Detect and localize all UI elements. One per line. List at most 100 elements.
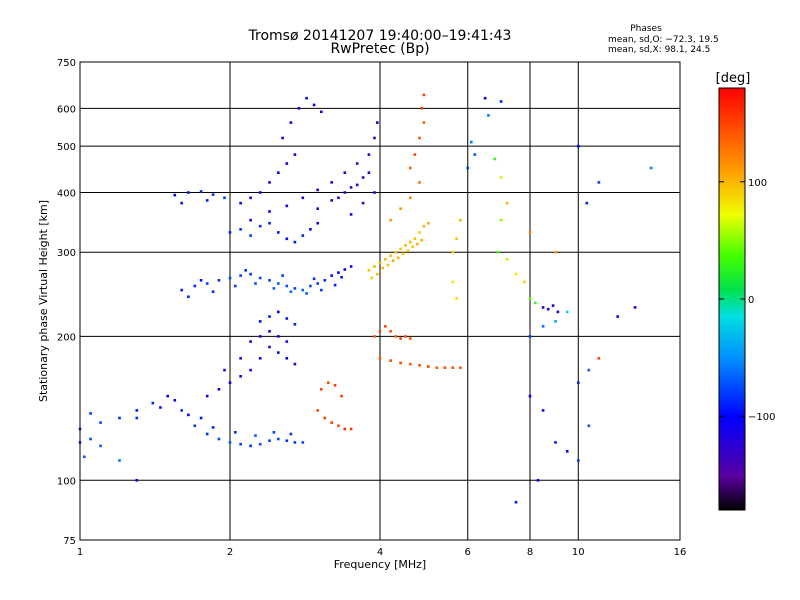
- data-point: [408, 240, 412, 244]
- data-point: [323, 279, 327, 282]
- data-point: [373, 136, 376, 140]
- data-point: [217, 437, 221, 441]
- data-point: [293, 441, 297, 444]
- data-point: [89, 437, 92, 441]
- data-point: [399, 247, 402, 251]
- data-point: [118, 459, 121, 462]
- data-point: [378, 261, 382, 265]
- data-point: [199, 190, 203, 193]
- data-point: [277, 310, 280, 314]
- data-point: [451, 366, 455, 369]
- data-point: [254, 282, 257, 285]
- data-point: [349, 186, 353, 189]
- data-point: [258, 320, 262, 323]
- data-point: [173, 399, 177, 402]
- data-point: [451, 250, 455, 254]
- data-point: [418, 181, 421, 184]
- data-point: [277, 282, 280, 285]
- data-point: [239, 375, 242, 378]
- y-tick-label: 75: [63, 536, 76, 547]
- data-point: [499, 176, 503, 179]
- data-point: [514, 500, 518, 504]
- y-tick-label: 750: [57, 58, 76, 69]
- data-point: [408, 362, 412, 366]
- data-point: [223, 368, 226, 372]
- data-point: [268, 330, 271, 333]
- data-point: [443, 366, 447, 369]
- data-point: [376, 272, 379, 276]
- data-point: [249, 340, 252, 343]
- data-point: [427, 365, 430, 368]
- data-point: [249, 444, 252, 448]
- data-point: [223, 196, 226, 200]
- data-point: [389, 254, 392, 257]
- x-tick-label: 10: [572, 547, 585, 558]
- data-point: [285, 317, 289, 320]
- data-point: [239, 274, 242, 277]
- data-point: [355, 162, 359, 165]
- data-point: [268, 345, 271, 349]
- chart-title: Tromsø 20141207 19:40:00–19:41:43: [248, 28, 512, 44]
- colorbar-tick-label: 100: [748, 178, 767, 189]
- data-point: [258, 276, 262, 280]
- data-point: [239, 357, 242, 360]
- data-point: [367, 171, 371, 174]
- data-point: [281, 274, 284, 277]
- data-point: [293, 287, 297, 290]
- data-point: [312, 103, 316, 107]
- data-point: [399, 337, 402, 340]
- data-point: [285, 237, 289, 241]
- data-point: [258, 224, 262, 228]
- data-point: [293, 362, 297, 366]
- data-point: [455, 237, 458, 241]
- data-point: [316, 282, 319, 285]
- data-point: [330, 199, 333, 202]
- data-point: [285, 357, 289, 360]
- data-point: [528, 297, 532, 300]
- data-point: [408, 337, 412, 340]
- data-point: [205, 282, 209, 285]
- data-point: [301, 441, 305, 444]
- data-point: [281, 136, 284, 140]
- data-point: [320, 110, 323, 114]
- data-point: [649, 166, 653, 170]
- data-point: [289, 432, 293, 436]
- data-point: [217, 279, 221, 282]
- data-point: [487, 114, 490, 117]
- data-point: [422, 121, 426, 124]
- data-point: [554, 320, 557, 323]
- data-point: [159, 406, 162, 409]
- data-point: [118, 416, 121, 420]
- data-point: [422, 224, 426, 228]
- data-point: [389, 359, 392, 362]
- data-point: [420, 238, 423, 242]
- data-point: [316, 207, 319, 210]
- data-point: [394, 250, 397, 254]
- data-point: [268, 221, 271, 225]
- data-point: [217, 388, 221, 391]
- data-point: [565, 450, 569, 453]
- data-point: [361, 201, 365, 205]
- data-point: [316, 221, 319, 225]
- data-point: [389, 218, 392, 222]
- data-point: [249, 218, 252, 222]
- data-point: [401, 252, 405, 255]
- data-point: [451, 280, 455, 284]
- y-tick-label: 400: [57, 188, 76, 199]
- data-point: [370, 276, 373, 280]
- y-tick-label: 200: [57, 332, 76, 343]
- data-point: [330, 181, 333, 184]
- data-point: [496, 250, 500, 254]
- x-tick-label: 2: [227, 547, 233, 558]
- data-point: [473, 153, 477, 156]
- data-point: [396, 256, 400, 260]
- data-point: [239, 201, 242, 205]
- data-point: [389, 330, 392, 333]
- data-point: [320, 388, 323, 391]
- data-point: [470, 140, 473, 144]
- data-points: [78, 93, 653, 504]
- data-point: [135, 416, 139, 420]
- data-point: [381, 266, 384, 270]
- data-point: [418, 136, 421, 140]
- data-point: [277, 171, 280, 174]
